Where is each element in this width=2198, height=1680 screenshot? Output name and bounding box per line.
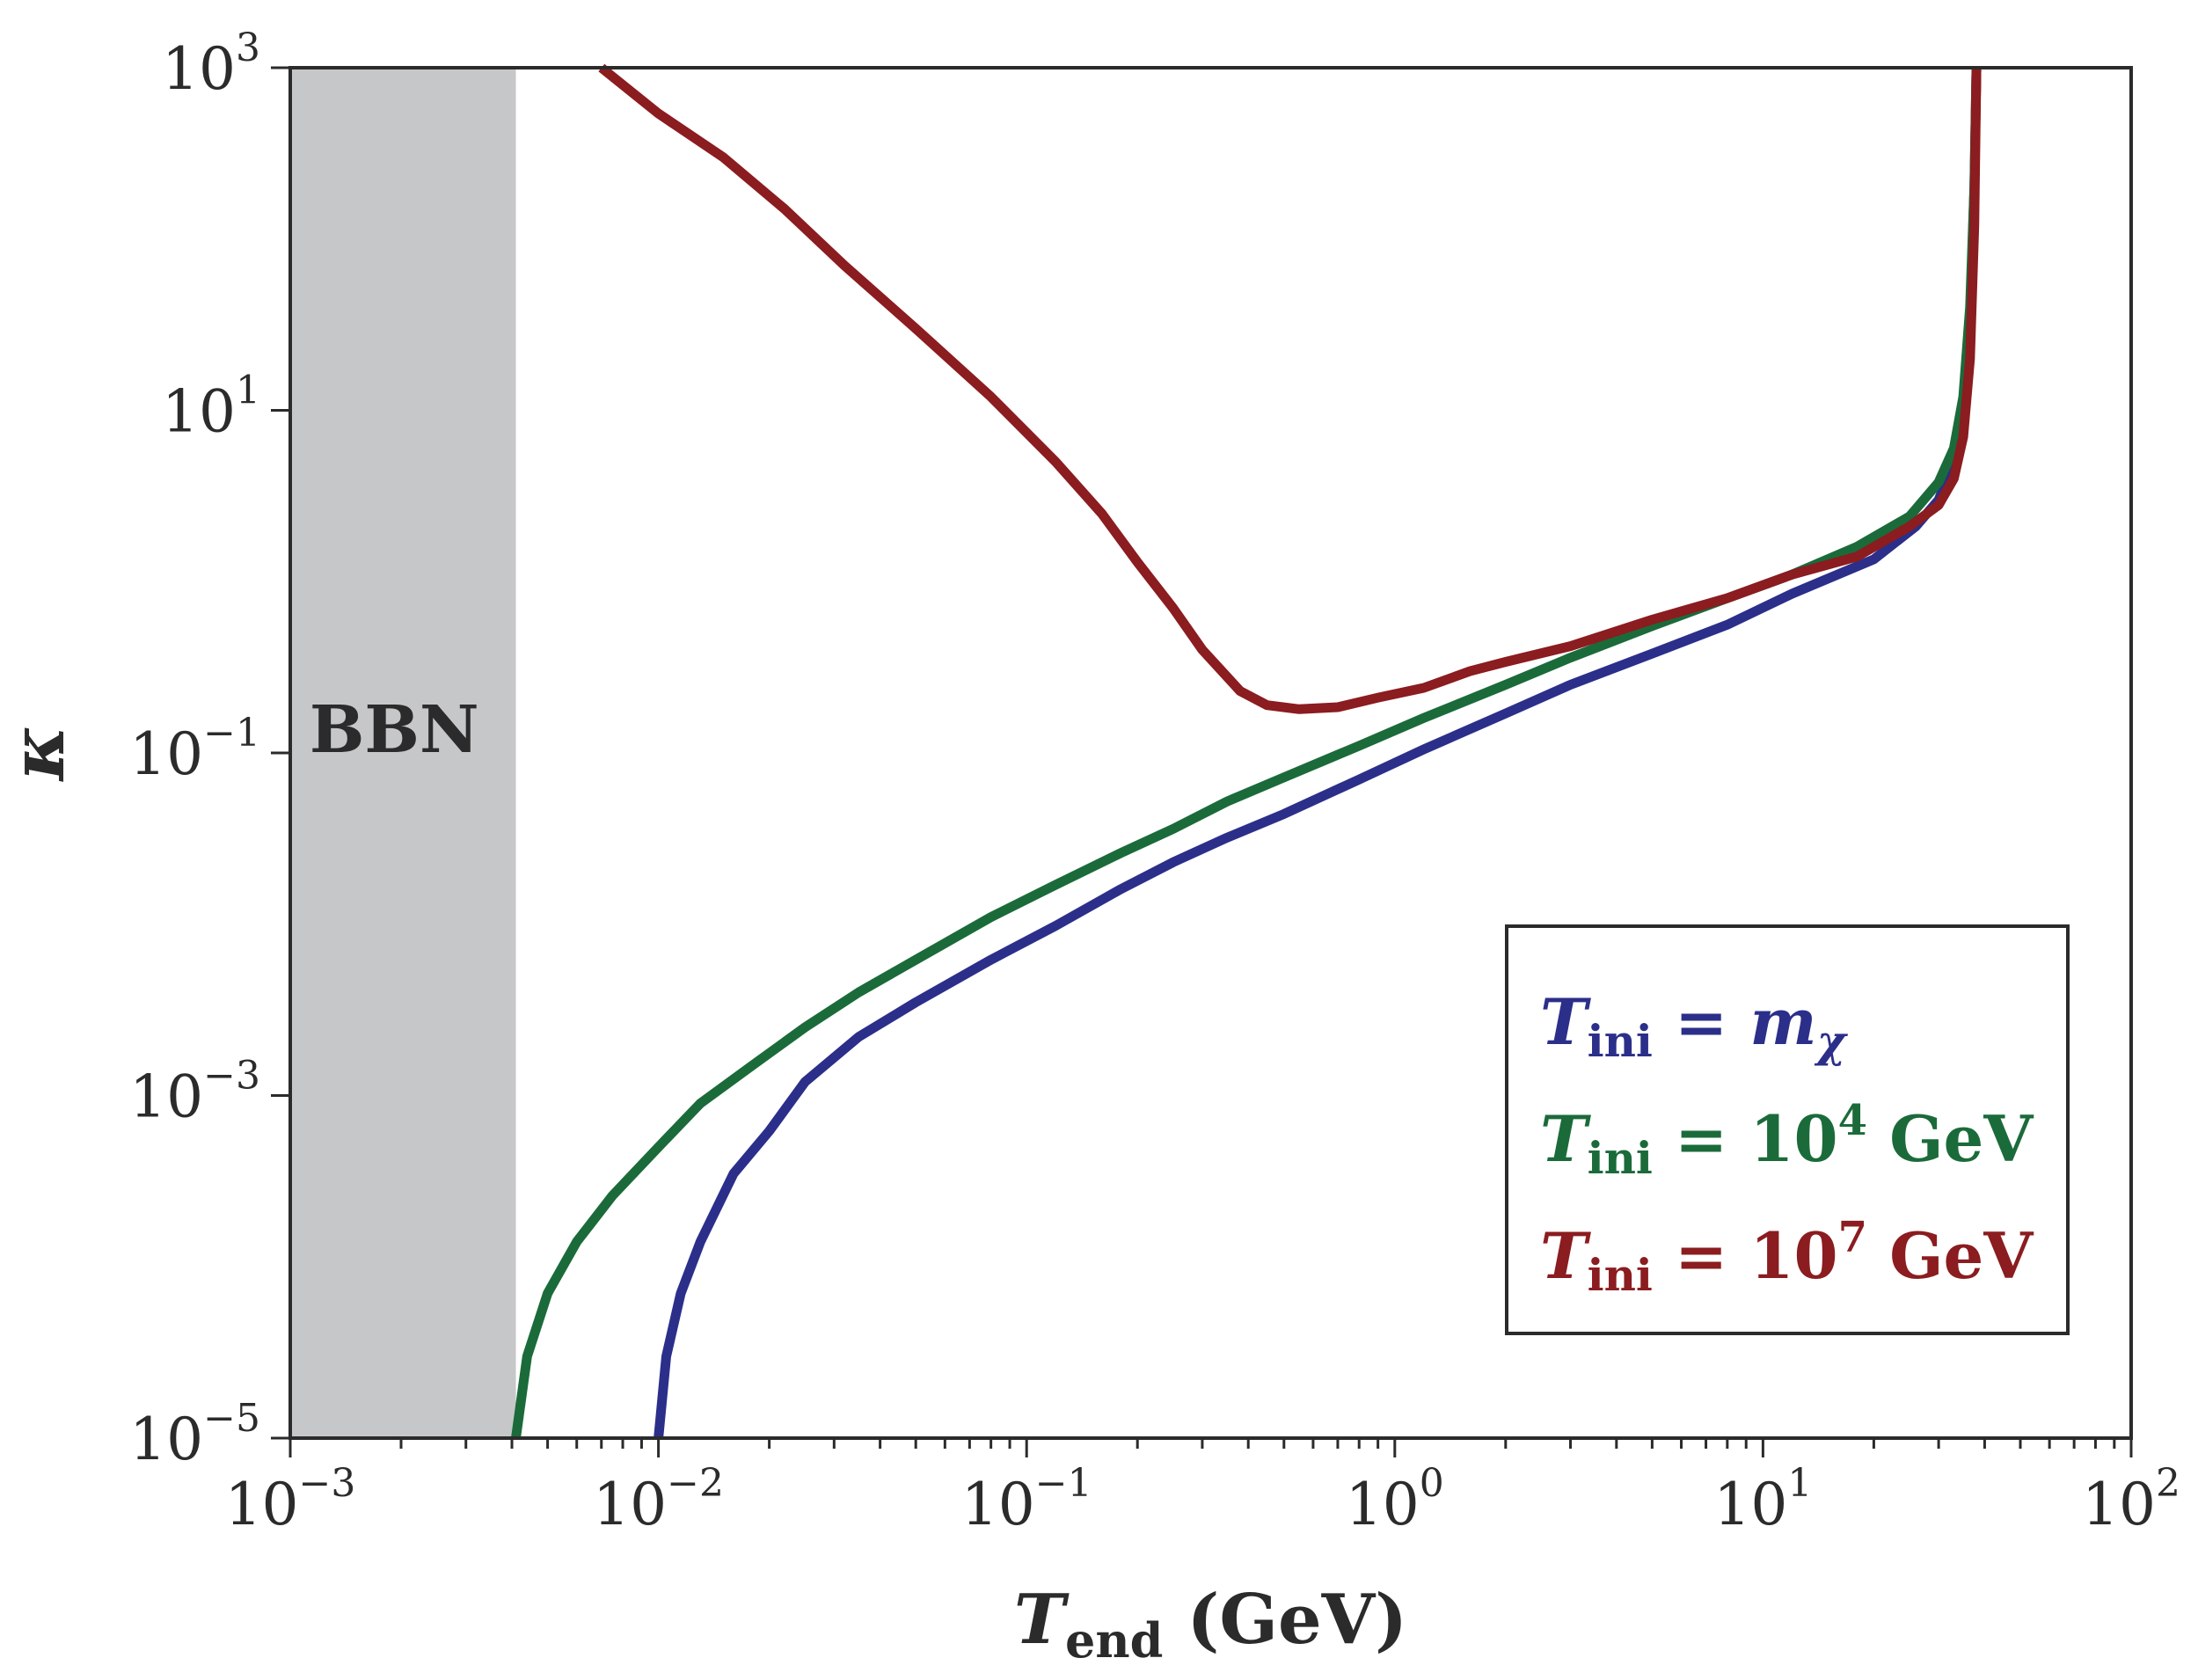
x-tick-label: 10−3	[225, 1461, 356, 1538]
x-tick-label: 101	[1713, 1461, 1812, 1538]
x-tick-label: 100	[1346, 1461, 1444, 1538]
x-tick-label: 102	[2082, 1461, 2180, 1538]
legend-entry-2: Tini = 104 GeV	[1540, 1096, 2034, 1184]
y-tick-label: 101	[162, 369, 260, 446]
series-line-3	[598, 63, 1982, 714]
x-tick-label: 10−1	[961, 1461, 1092, 1538]
y-axis-label: κ	[0, 726, 81, 783]
legend-entry-1: Tini = mχ	[1540, 984, 1849, 1067]
y-tick-label: 10−5	[129, 1396, 260, 1473]
y-tick-label: 10−1	[129, 711, 260, 788]
series-line-2	[511, 67, 1982, 1439]
y-tick-label: 103	[162, 26, 260, 103]
legend-box	[1505, 924, 2070, 1335]
y-tick-label: 10−3	[129, 1054, 260, 1131]
bbn-label: BBN	[310, 692, 479, 768]
legend-entry-3: Tini = 107 GeV	[1540, 1213, 2034, 1301]
x-axis-label: Tend (GeV)	[1014, 1580, 1407, 1669]
bbn-region	[290, 68, 516, 1438]
x-tick-label: 10−2	[593, 1461, 724, 1538]
